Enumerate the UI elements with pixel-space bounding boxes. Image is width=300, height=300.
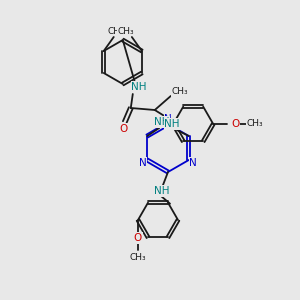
Text: NH: NH <box>131 82 146 92</box>
Text: CH₃: CH₃ <box>130 253 146 262</box>
Text: N: N <box>189 158 197 167</box>
Text: CH₃: CH₃ <box>118 26 134 35</box>
Text: CH₃: CH₃ <box>247 119 263 128</box>
Text: O: O <box>231 119 239 129</box>
Text: N: N <box>164 114 172 124</box>
Text: CH₃: CH₃ <box>172 88 188 97</box>
Text: O: O <box>120 124 128 134</box>
Text: N: N <box>139 158 147 167</box>
Text: CH₃: CH₃ <box>107 26 124 35</box>
Text: NH: NH <box>154 186 170 196</box>
Text: O: O <box>134 233 142 243</box>
Text: NH: NH <box>154 117 170 127</box>
Text: NH: NH <box>164 119 179 129</box>
